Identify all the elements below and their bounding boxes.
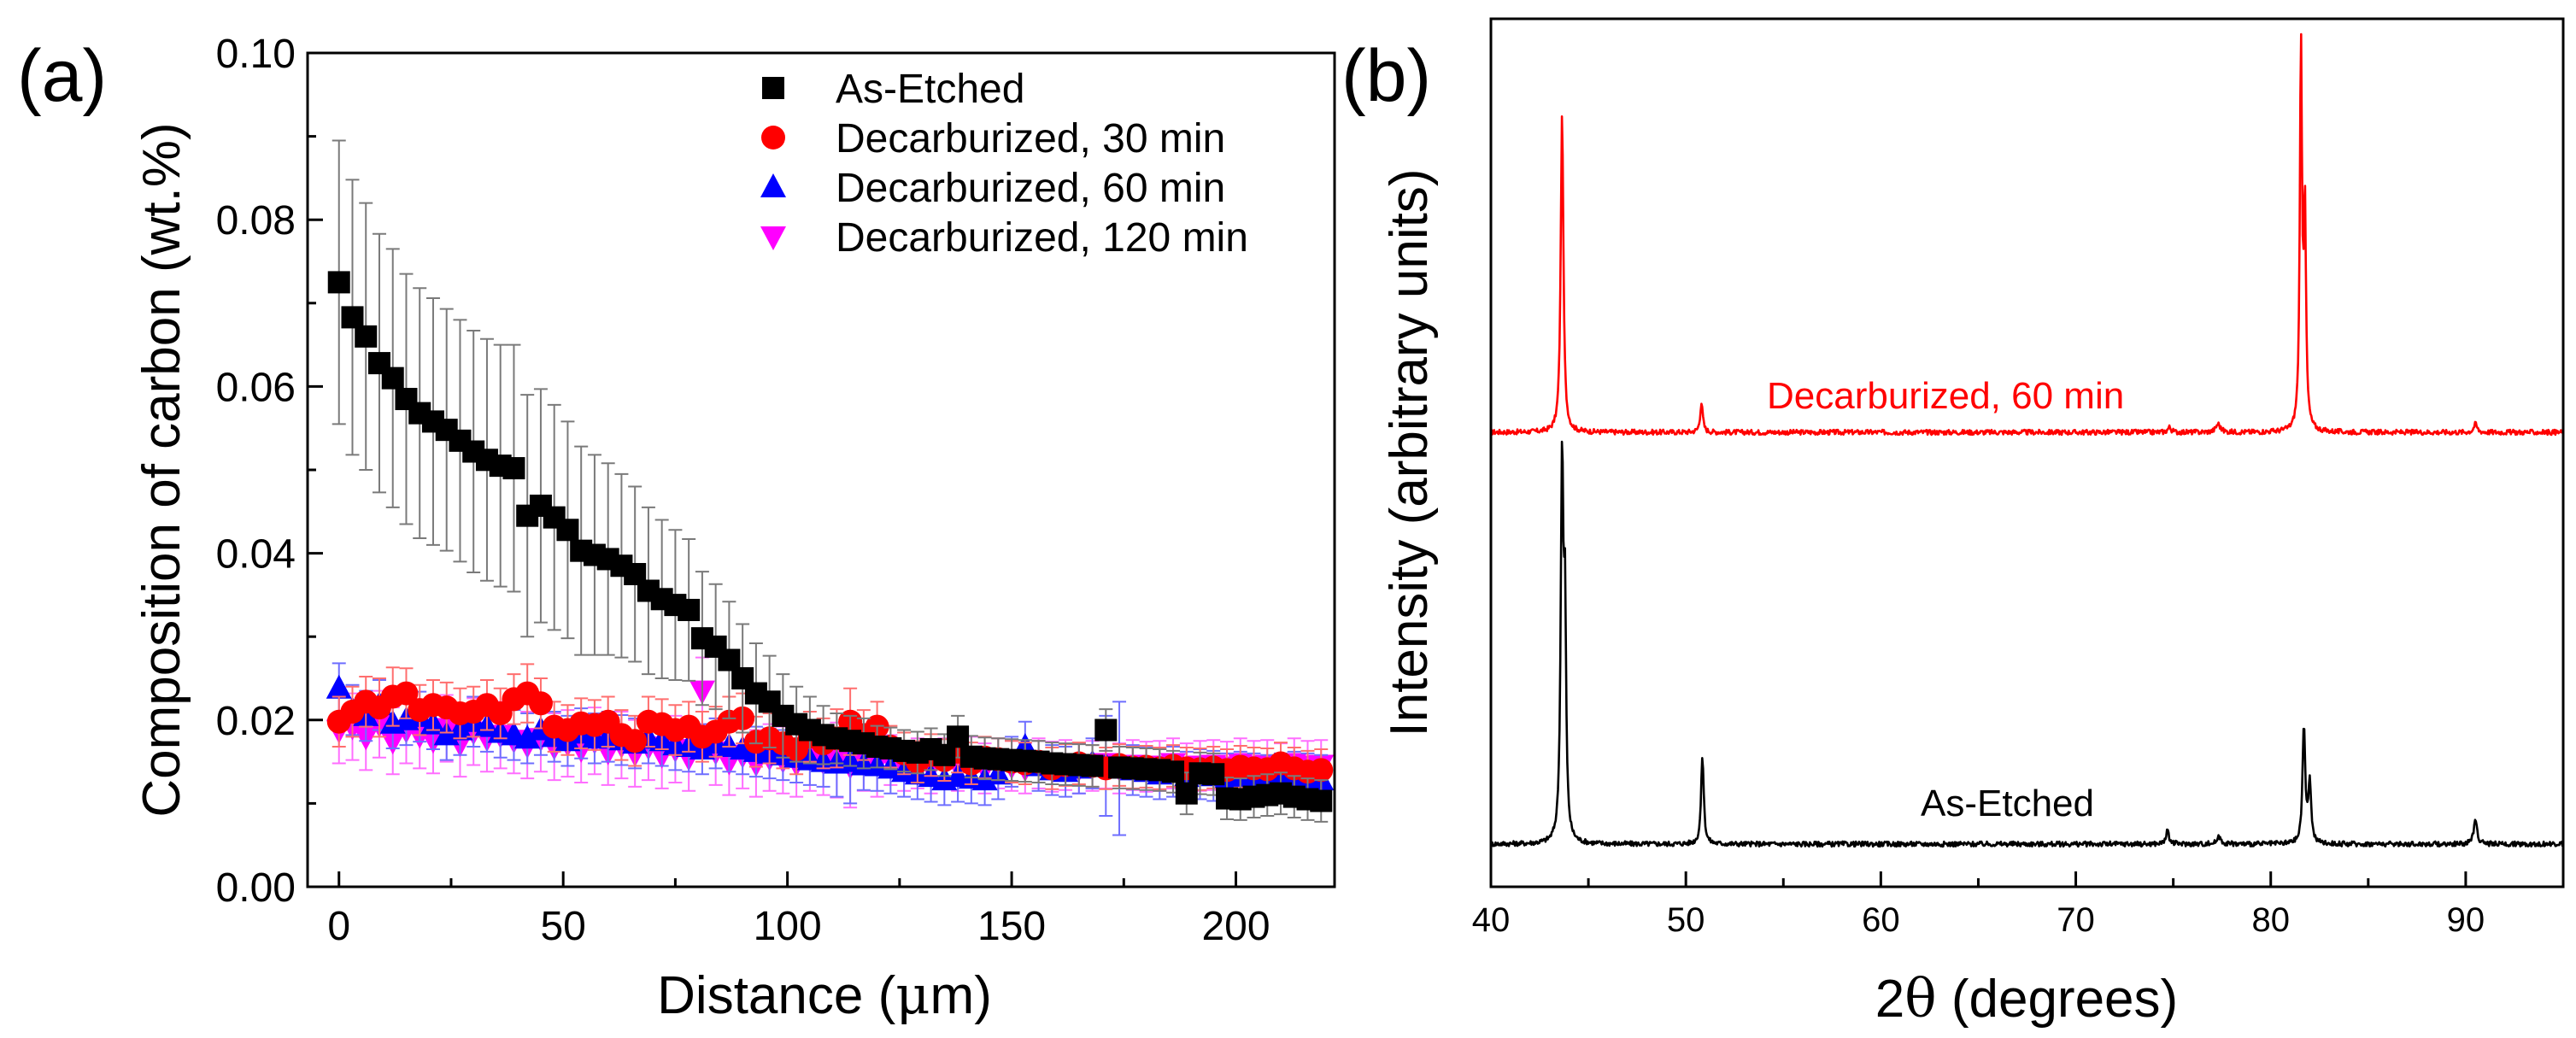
legend-label-d120: Decarburized, 120 min bbox=[836, 215, 1248, 261]
panel-a-x-axis-label: Distance (μm) bbox=[657, 964, 992, 1026]
x-tick-label: 150 bbox=[977, 904, 1046, 949]
x-tick-label: 50 bbox=[1667, 901, 1705, 939]
curve-label-decarburized-60: Decarburized, 60 min bbox=[1767, 375, 2124, 417]
data-point bbox=[394, 681, 419, 706]
data-point bbox=[326, 674, 352, 699]
x-tick-label: 0 bbox=[327, 904, 350, 949]
data-point bbox=[1175, 782, 1198, 805]
y-tick-label: 0.02 bbox=[216, 699, 296, 744]
legend-marker-d120 bbox=[760, 226, 786, 250]
legend-marker-d60 bbox=[760, 173, 786, 197]
data-point bbox=[1309, 758, 1334, 783]
x-tick-label: 80 bbox=[2251, 901, 2290, 939]
y-tick-label: 0.08 bbox=[216, 198, 296, 243]
panel-b-y-axis-label: Intensity (arbitrary units) bbox=[1380, 169, 1439, 737]
y-tick-label: 0.04 bbox=[216, 532, 296, 578]
data-point bbox=[556, 519, 579, 542]
data-point bbox=[528, 691, 553, 716]
panel-b-plot-frame bbox=[1489, 17, 2565, 888]
y-tick-label: 0.00 bbox=[216, 865, 296, 911]
panel-a-label: (a) bbox=[17, 35, 107, 117]
legend-label-d60: Decarburized, 60 min bbox=[836, 166, 1225, 211]
data-point bbox=[623, 729, 648, 754]
series-as-etched bbox=[327, 139, 1333, 823]
data-point bbox=[1094, 718, 1118, 742]
panel-b-label: (b) bbox=[1341, 35, 1431, 117]
data-point bbox=[947, 725, 970, 748]
x-tick-label: 60 bbox=[1862, 901, 1900, 939]
data-point bbox=[355, 325, 378, 348]
legend-label-as_etched: As-Etched bbox=[836, 67, 1024, 112]
y-tick-label: 0.06 bbox=[216, 365, 296, 410]
panel-a: (a) 0 50 100 150 200 0.00 0.02 0.04 0.06 0.08 0.10… bbox=[17, 32, 1336, 1026]
x-tick-label: 100 bbox=[754, 904, 822, 949]
data-point bbox=[514, 724, 541, 749]
xrd-curve-decarburized-60-min bbox=[1490, 32, 2565, 437]
curve-label-as-etched: As-Etched bbox=[1921, 783, 2094, 824]
y-tick-label: 0.10 bbox=[216, 32, 296, 77]
panel-b-x-axis-label: 2θ (degrees) bbox=[1875, 967, 2178, 1029]
data-point bbox=[341, 306, 364, 329]
data-point bbox=[502, 457, 525, 480]
xrd-curve-as-etched bbox=[1489, 440, 2565, 848]
data-point bbox=[1081, 754, 1104, 777]
data-point bbox=[1162, 760, 1185, 783]
panel-b: (b) 40 50 60 70 80 90 2θ (degrees) Intensity … bbox=[1341, 17, 2565, 1029]
x-tick-label: 40 bbox=[1472, 901, 1511, 939]
data-point bbox=[678, 598, 701, 621]
x-tick-label: 90 bbox=[2447, 901, 2485, 939]
data-point bbox=[1202, 763, 1225, 786]
data-point bbox=[1310, 789, 1333, 812]
data-point bbox=[381, 367, 404, 390]
panel-a-y-axis-label: Composition of carbon (wt.%) bbox=[132, 122, 191, 817]
legend-label-d30: Decarburized, 30 min bbox=[836, 116, 1225, 161]
x-tick-label: 200 bbox=[1201, 904, 1270, 949]
legend-marker-as_etched bbox=[762, 77, 784, 99]
x-tick-label: 70 bbox=[2057, 901, 2095, 939]
data-point bbox=[327, 271, 350, 294]
legend-marker-d30 bbox=[761, 126, 785, 150]
x-tick-label: 50 bbox=[540, 904, 585, 949]
